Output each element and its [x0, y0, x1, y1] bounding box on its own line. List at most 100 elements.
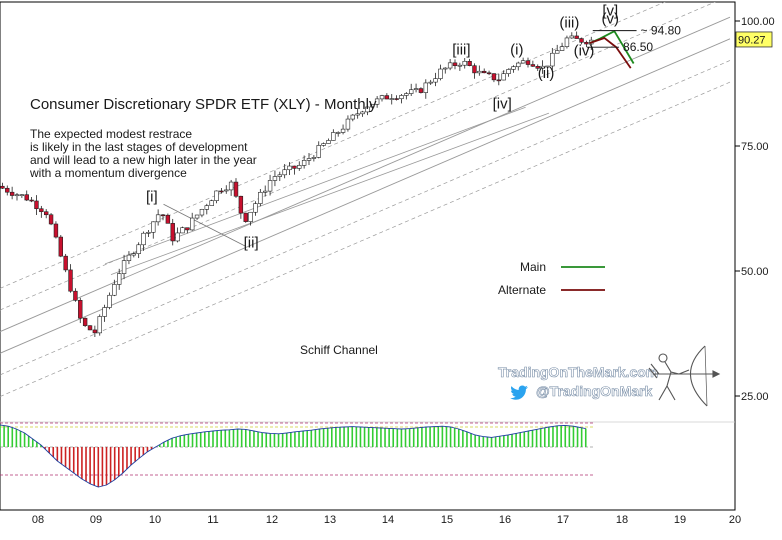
candle-body [248, 211, 253, 222]
wave-label: (v) [602, 11, 620, 28]
candle-body [258, 191, 263, 204]
candle-body [472, 65, 477, 74]
annotation-line: and will lead to a new high later in the… [30, 153, 257, 167]
candle-body [136, 244, 141, 254]
candle-body [311, 157, 317, 159]
last-price-badge-box [735, 31, 773, 48]
candle-body [141, 232, 146, 246]
candle-body [350, 114, 355, 120]
candle-body [185, 227, 190, 231]
wave-label: (ii) [538, 65, 555, 82]
schiff-channel-line [0, 38, 731, 354]
schiff-channel-lines [0, 2, 731, 397]
candle-body [53, 223, 59, 238]
candle-body [408, 89, 414, 94]
x-tick-label: 14 [382, 514, 394, 526]
candle-body [326, 140, 331, 144]
last-price-badge: 90.27 [735, 31, 773, 48]
x-tick-label: 18 [616, 514, 628, 526]
candle-body [63, 255, 68, 271]
candle-body [550, 52, 555, 67]
candle-body [34, 200, 39, 210]
candle-body [190, 217, 195, 231]
y-tick-label: 75.00 [741, 141, 769, 153]
candle-body [228, 181, 234, 191]
candle-body [224, 189, 229, 192]
candle-body [340, 128, 346, 133]
candle-body [301, 160, 307, 166]
candle-body [331, 132, 336, 141]
candle-body [282, 169, 287, 176]
candle-body [199, 209, 205, 216]
candle-body [462, 60, 467, 66]
wave-label: (iii) [559, 14, 579, 31]
candle-body [117, 273, 122, 285]
candle-body [306, 158, 312, 161]
candle-body [233, 181, 239, 197]
candle-body [545, 65, 550, 68]
candle-body [501, 73, 506, 81]
median-line [104, 106, 526, 265]
candle-body [287, 165, 292, 171]
candle-body [194, 214, 200, 219]
x-tick-label: 13 [324, 514, 336, 526]
candle-body [151, 221, 156, 233]
candle-body [262, 190, 268, 193]
median-line [110, 112, 550, 276]
x-tick-label: 11 [207, 514, 218, 526]
candle-body [155, 214, 161, 223]
wave-label: [iii] [452, 42, 470, 59]
candle-body [73, 290, 78, 301]
candle-body [48, 214, 54, 225]
candle-body [428, 81, 433, 84]
candle-body [370, 103, 375, 108]
y-tick-label: 100.00 [741, 16, 775, 28]
x-tick-label: 16 [499, 514, 511, 526]
candle-body [160, 214, 166, 217]
candle-body [170, 223, 175, 242]
candle-body [14, 194, 20, 197]
candle-body [82, 317, 88, 326]
candlestick-series [0, 31, 594, 337]
candle-body [355, 113, 360, 116]
candle-body [452, 62, 458, 66]
wave-ii-trendline [163, 203, 246, 247]
candle-body [496, 79, 501, 82]
candle-body [374, 98, 380, 105]
wave-label: [v] [602, 3, 618, 20]
twitter-bird-icon [510, 385, 528, 400]
brand-handle: @TradingOnMark [536, 383, 653, 399]
candle-body [486, 72, 492, 75]
candle-body [107, 294, 112, 308]
candle-body [584, 41, 589, 45]
chart-title: Consumer Discretionary SPDR ETF (XLY) - … [30, 96, 377, 113]
candle-body [554, 50, 560, 54]
candle-body [238, 195, 244, 214]
candle-body [43, 211, 49, 216]
candle-body [345, 118, 351, 130]
candle-body [389, 98, 394, 100]
candle-body [443, 67, 448, 70]
candle-body [423, 82, 428, 93]
schiff-channel-line [0, 16, 731, 333]
candle-body [516, 62, 521, 68]
target-labels: ~ 94.80 86.50 [623, 24, 681, 55]
candle-body [574, 35, 579, 39]
candle-body [126, 254, 132, 261]
candle-body [579, 38, 584, 43]
candle-body [165, 214, 171, 224]
candle-body [457, 64, 463, 67]
projection-layer [586, 30, 637, 69]
candle-body [418, 88, 424, 93]
candle-body [253, 203, 258, 213]
candle-body [399, 95, 404, 100]
x-tick-label: 09 [90, 514, 102, 526]
candle-body [477, 70, 482, 74]
candle-body [209, 200, 214, 206]
candle-body [447, 62, 453, 69]
candle-body [0, 185, 5, 189]
candle-body [58, 236, 64, 257]
archer-logo [648, 345, 721, 407]
candle-body [92, 329, 98, 334]
candle-body [204, 205, 209, 210]
